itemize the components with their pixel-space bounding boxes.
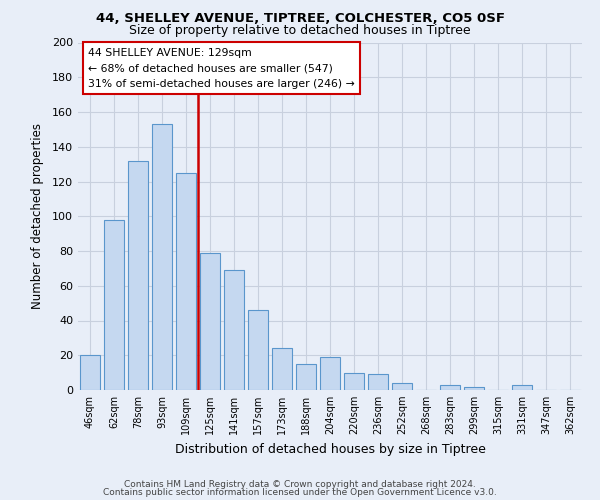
Bar: [464, 386, 484, 390]
Bar: [200, 252, 220, 390]
Bar: [344, 372, 364, 390]
Text: 44, SHELLEY AVENUE, TIPTREE, COLCHESTER, CO5 0SF: 44, SHELLEY AVENUE, TIPTREE, COLCHESTER,…: [95, 12, 505, 26]
Bar: [512, 385, 532, 390]
Text: Contains public sector information licensed under the Open Government Licence v3: Contains public sector information licen…: [103, 488, 497, 497]
Bar: [248, 310, 268, 390]
Bar: [152, 124, 172, 390]
Bar: [368, 374, 388, 390]
Bar: [80, 355, 100, 390]
X-axis label: Distribution of detached houses by size in Tiptree: Distribution of detached houses by size …: [175, 442, 485, 456]
Bar: [224, 270, 244, 390]
Text: 44 SHELLEY AVENUE: 129sqm
← 68% of detached houses are smaller (547)
31% of semi: 44 SHELLEY AVENUE: 129sqm ← 68% of detac…: [88, 48, 355, 89]
Y-axis label: Number of detached properties: Number of detached properties: [31, 123, 44, 309]
Text: Size of property relative to detached houses in Tiptree: Size of property relative to detached ho…: [129, 24, 471, 37]
Bar: [320, 357, 340, 390]
Bar: [392, 383, 412, 390]
Bar: [272, 348, 292, 390]
Bar: [128, 160, 148, 390]
Bar: [176, 173, 196, 390]
Bar: [296, 364, 316, 390]
Bar: [104, 220, 124, 390]
Bar: [440, 385, 460, 390]
Text: Contains HM Land Registry data © Crown copyright and database right 2024.: Contains HM Land Registry data © Crown c…: [124, 480, 476, 489]
